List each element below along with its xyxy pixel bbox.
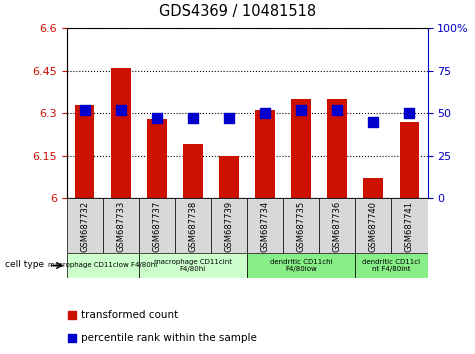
FancyBboxPatch shape bbox=[247, 198, 283, 253]
Point bbox=[333, 107, 341, 113]
Bar bbox=[111, 68, 131, 198]
Text: macrophage CD11cint
F4/80hi: macrophage CD11cint F4/80hi bbox=[154, 259, 232, 272]
Text: GSM687737: GSM687737 bbox=[152, 201, 161, 252]
FancyBboxPatch shape bbox=[211, 198, 247, 253]
FancyBboxPatch shape bbox=[175, 198, 211, 253]
FancyBboxPatch shape bbox=[391, 198, 428, 253]
FancyBboxPatch shape bbox=[247, 253, 355, 278]
Text: GSM687735: GSM687735 bbox=[297, 201, 305, 252]
Bar bbox=[147, 119, 167, 198]
Bar bbox=[255, 110, 275, 198]
Bar bbox=[183, 144, 203, 198]
Point bbox=[225, 115, 233, 121]
Text: GSM687732: GSM687732 bbox=[80, 201, 89, 252]
Bar bbox=[75, 105, 95, 198]
Text: GSM687736: GSM687736 bbox=[333, 201, 342, 252]
Point bbox=[406, 110, 413, 116]
Text: GSM687740: GSM687740 bbox=[369, 201, 378, 252]
Point bbox=[117, 107, 124, 113]
Text: GSM687733: GSM687733 bbox=[116, 201, 125, 252]
Bar bbox=[327, 99, 347, 198]
FancyBboxPatch shape bbox=[319, 198, 355, 253]
Bar bbox=[219, 156, 239, 198]
FancyBboxPatch shape bbox=[103, 198, 139, 253]
Text: cell type: cell type bbox=[5, 260, 44, 269]
Text: dendritic CD11chi
F4/80low: dendritic CD11chi F4/80low bbox=[270, 259, 332, 272]
Text: GSM687734: GSM687734 bbox=[261, 201, 269, 252]
Text: GDS4369 / 10481518: GDS4369 / 10481518 bbox=[159, 4, 316, 18]
FancyBboxPatch shape bbox=[283, 198, 319, 253]
FancyBboxPatch shape bbox=[355, 198, 391, 253]
Point bbox=[297, 107, 305, 113]
Text: macrophage CD11clow F4/80hi: macrophage CD11clow F4/80hi bbox=[48, 263, 157, 268]
Text: GSM687741: GSM687741 bbox=[405, 201, 414, 252]
Point bbox=[189, 115, 197, 121]
FancyBboxPatch shape bbox=[66, 253, 139, 278]
Bar bbox=[363, 178, 383, 198]
Point bbox=[370, 119, 377, 125]
Text: GSM687739: GSM687739 bbox=[225, 201, 233, 252]
Point bbox=[81, 107, 88, 113]
Text: GSM687738: GSM687738 bbox=[189, 201, 197, 252]
FancyBboxPatch shape bbox=[355, 253, 428, 278]
Text: percentile rank within the sample: percentile rank within the sample bbox=[81, 333, 257, 343]
FancyBboxPatch shape bbox=[139, 198, 175, 253]
FancyBboxPatch shape bbox=[139, 253, 247, 278]
FancyBboxPatch shape bbox=[66, 198, 103, 253]
Bar bbox=[291, 99, 311, 198]
Point bbox=[153, 115, 161, 121]
Bar bbox=[399, 122, 419, 198]
Point bbox=[293, 0, 300, 4]
Text: transformed count: transformed count bbox=[81, 310, 178, 320]
Text: dendritic CD11ci
nt F4/80int: dendritic CD11ci nt F4/80int bbox=[362, 259, 420, 272]
Point bbox=[261, 110, 269, 116]
Point bbox=[293, 210, 300, 216]
